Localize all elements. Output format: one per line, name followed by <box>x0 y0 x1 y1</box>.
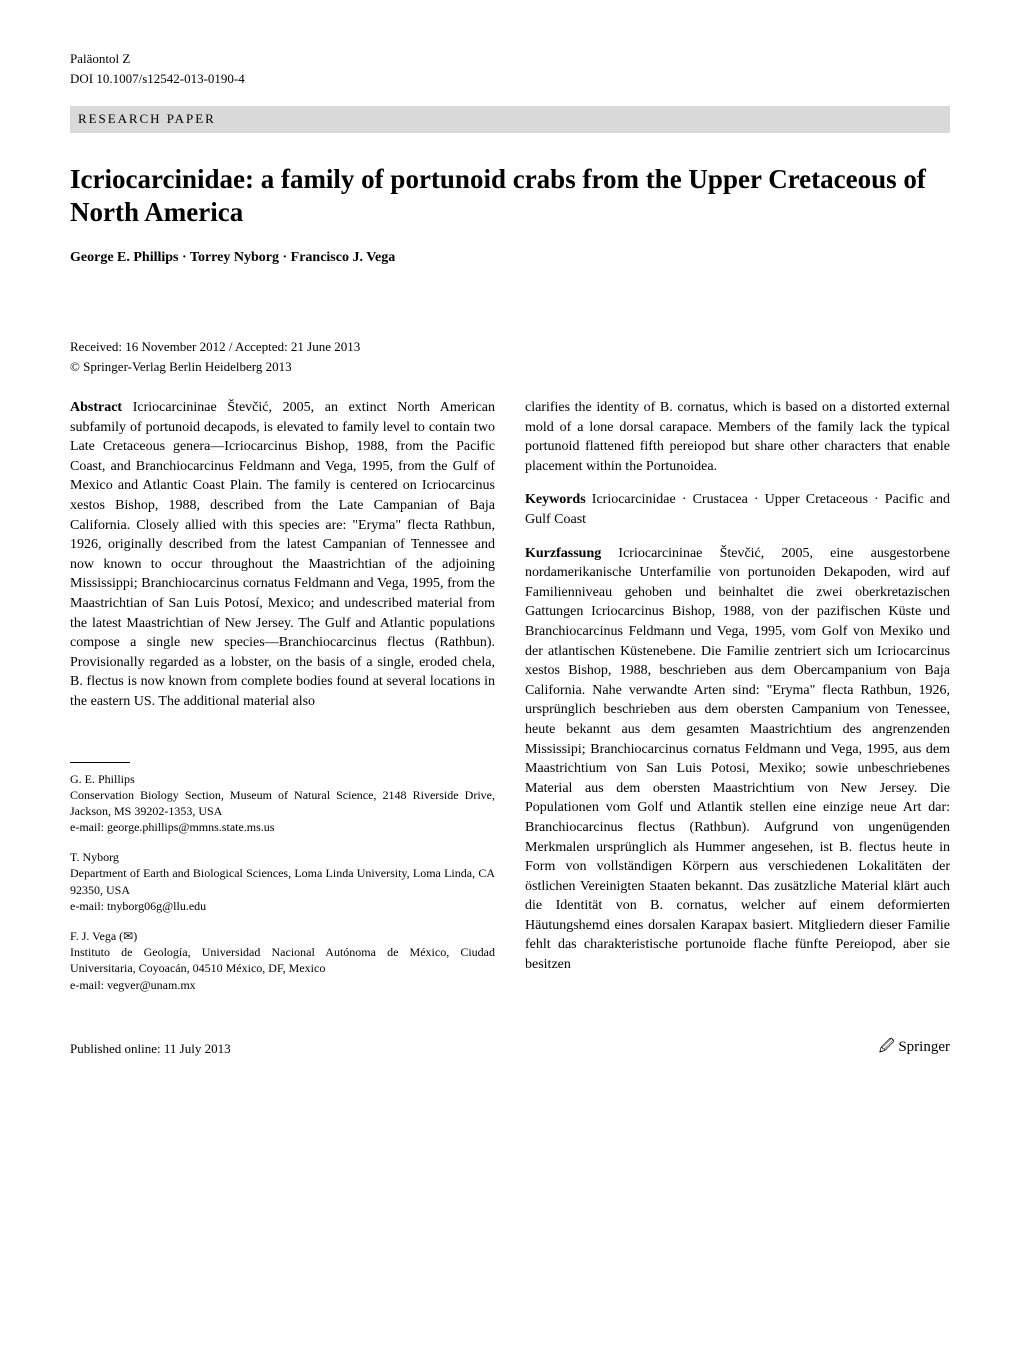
affil-2-email: e-mail: tnyborg06g@llu.edu <box>70 898 495 914</box>
category-label: RESEARCH PAPER <box>70 106 950 132</box>
affil-2-name: T. Nyborg <box>70 849 495 865</box>
affiliations-block: G. E. Phillips Conservation Biology Sect… <box>70 762 495 993</box>
keywords-label: Keywords <box>525 492 586 507</box>
journal-header: Paläontol Z DOI 10.1007/s12542-013-0190-… <box>70 50 950 88</box>
kurzfassung-label: Kurzfassung <box>525 546 601 561</box>
doi-text: DOI 10.1007/s12542-013-0190-4 <box>70 70 950 88</box>
affiliation-2: T. Nyborg Department of Earth and Biolog… <box>70 849 495 914</box>
affil-3-name: F. J. Vega (✉) <box>70 928 495 944</box>
right-column: clarifies the identity of B. cornatus, w… <box>525 398 950 1007</box>
affil-3-address: Instituto de Geología, Universidad Nacio… <box>70 944 495 976</box>
affiliation-1: G. E. Phillips Conservation Biology Sect… <box>70 771 495 836</box>
springer-logo: 🖉 Springer <box>879 1037 950 1058</box>
article-title: Icriocarcinidae: a family of portunoid c… <box>70 163 950 231</box>
left-column: Abstract Icriocarcininae Števčić, 2005, … <box>70 398 495 1007</box>
copyright-line: © Springer-Verlag Berlin Heidelberg 2013 <box>70 358 950 376</box>
abstract-text: Icriocarcininae Števčić, 2005, an extinc… <box>70 400 495 709</box>
abstract-paragraph: Abstract Icriocarcininae Števčić, 2005, … <box>70 398 495 712</box>
affil-2-address: Department of Earth and Biological Scien… <box>70 865 495 897</box>
affil-1-name: G. E. Phillips <box>70 771 495 787</box>
affil-3-email: e-mail: vegver@unam.mx <box>70 977 495 993</box>
affil-1-email: e-mail: george.phillips@mmns.state.ms.us <box>70 819 495 835</box>
keywords-paragraph: Keywords Icriocarcinidae · Crustacea · U… <box>525 490 950 529</box>
affil-1-address: Conservation Biology Section, Museum of … <box>70 787 495 819</box>
affiliation-3: F. J. Vega (✉) Instituto de Geología, Un… <box>70 928 495 993</box>
page-footer: Published online: 11 July 2013 🖉 Springe… <box>70 1037 950 1058</box>
received-accepted: Received: 16 November 2012 / Accepted: 2… <box>70 338 950 356</box>
affil-divider <box>70 762 130 763</box>
abstract-label: Abstract <box>70 400 122 415</box>
author-list: George E. Phillips · Torrey Nyborg · Fra… <box>70 248 950 268</box>
published-online: Published online: 11 July 2013 <box>70 1040 231 1058</box>
kurzfassung-paragraph: Kurzfassung Icriocarcininae Števčić, 200… <box>525 544 950 975</box>
journal-name: Paläontol Z <box>70 50 950 68</box>
abstract-continuation: clarifies the identity of B. cornatus, w… <box>525 398 950 476</box>
kurzfassung-text: Icriocarcininae Števčić, 2005, eine ausg… <box>525 546 950 972</box>
two-column-layout: Abstract Icriocarcininae Števčić, 2005, … <box>70 398 950 1007</box>
keywords-text: Icriocarcinidae · Crustacea · Upper Cret… <box>525 492 950 527</box>
